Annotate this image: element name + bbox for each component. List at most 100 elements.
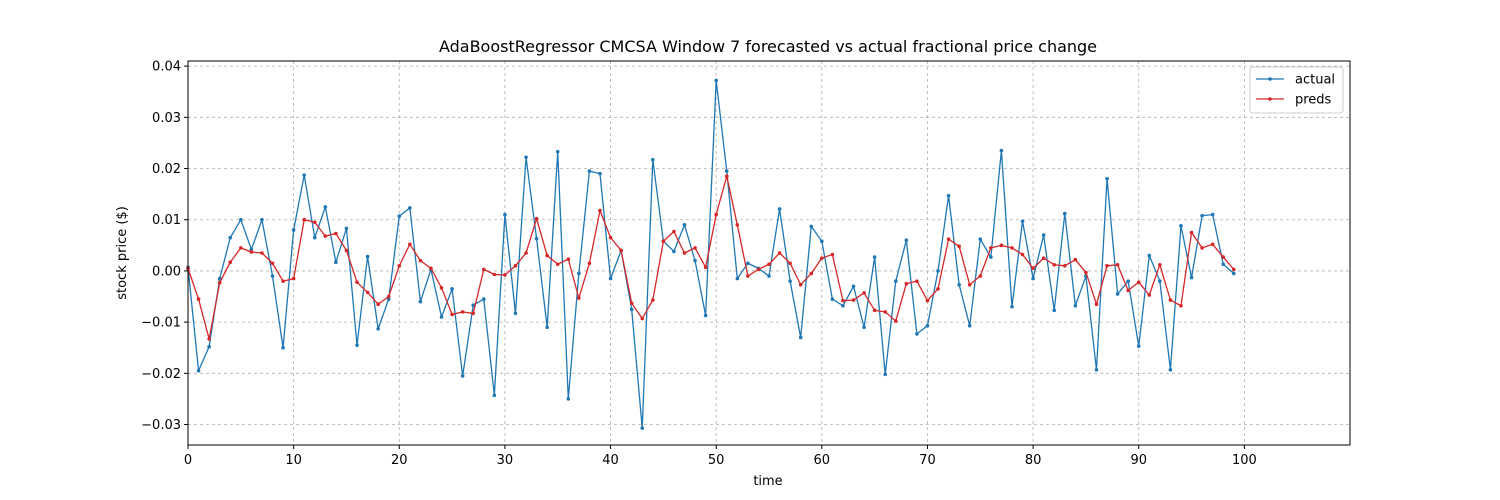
preds-point — [1200, 246, 1204, 250]
preds-point — [555, 262, 560, 267]
preds-point — [566, 257, 571, 261]
actual-point — [946, 193, 951, 198]
preds-point — [577, 296, 581, 300]
preds-point — [851, 298, 856, 302]
x-tick-label: 100 — [1232, 453, 1257, 468]
preds-point — [355, 280, 359, 284]
actual-point — [978, 237, 983, 241]
preds-point — [1221, 255, 1226, 259]
actual-point — [365, 254, 370, 259]
preds-point — [1052, 262, 1057, 267]
preds-point — [334, 231, 338, 236]
actual-point — [239, 217, 243, 222]
preds-point — [503, 273, 507, 277]
preds-point — [746, 274, 750, 278]
actual-point — [746, 261, 750, 266]
preds-point — [862, 291, 866, 295]
preds-point — [270, 261, 275, 266]
x-tick-label: 10 — [285, 453, 302, 468]
preds-point — [946, 237, 951, 241]
preds-point — [302, 217, 307, 222]
legend-marker-preds — [1268, 97, 1272, 101]
actual-point — [893, 279, 898, 283]
preds-point — [820, 256, 824, 260]
actual-point — [524, 155, 528, 160]
preds-point — [1189, 230, 1194, 235]
actual-point — [1147, 253, 1152, 258]
series-preds — [186, 174, 1236, 341]
preds-point — [1210, 242, 1215, 247]
x-tick-label: 40 — [602, 453, 619, 468]
preds-point — [893, 319, 898, 323]
preds-point — [291, 276, 296, 281]
preds-point — [608, 235, 613, 240]
preds-point — [196, 297, 201, 301]
actual-point — [798, 335, 803, 340]
actual-point — [915, 332, 919, 336]
preds-point — [260, 251, 264, 255]
preds-point — [481, 267, 486, 272]
preds-point — [1020, 252, 1025, 257]
preds-point — [1031, 266, 1035, 271]
actual-point — [534, 236, 539, 241]
x-tick-label: 70 — [919, 453, 936, 468]
legend: actual preds — [1249, 66, 1344, 114]
preds-point — [629, 301, 634, 305]
actual-point — [851, 284, 856, 289]
actual-point — [1179, 224, 1183, 228]
actual-point — [270, 274, 275, 278]
preds-point — [1147, 293, 1152, 297]
actual-point — [809, 224, 814, 229]
preds-point — [1084, 270, 1088, 275]
preds-point — [1094, 302, 1099, 307]
preds-point — [534, 216, 539, 221]
x-axis: 0 10 20 30 40 50 60 70 80 90 100 — [184, 445, 1257, 468]
preds-point — [1073, 257, 1078, 262]
preds-point — [767, 262, 771, 267]
actual-point — [703, 313, 708, 318]
actual-point — [376, 326, 380, 331]
preds-point — [1010, 246, 1014, 250]
preds-point — [904, 281, 909, 286]
preds-point — [651, 298, 655, 302]
actual-point — [207, 344, 211, 349]
actual-point — [291, 228, 296, 232]
y-tick-label: 0.04 — [152, 60, 181, 75]
x-axis-label: time — [753, 474, 782, 489]
actual-point — [228, 235, 233, 240]
preds-point — [1158, 262, 1162, 267]
preds-point — [1232, 267, 1236, 272]
x-tick-label: 60 — [814, 453, 831, 468]
actual-point — [820, 239, 824, 244]
preds-point — [714, 212, 718, 217]
chart-title: AdaBoostRegressor CMCSA Window 7 forecas… — [439, 37, 1097, 56]
actual-point — [1105, 176, 1109, 181]
x-tick-label: 20 — [391, 453, 408, 468]
actual-point — [1136, 344, 1141, 348]
legend-marker-actual — [1268, 77, 1272, 81]
preds-point — [386, 294, 391, 299]
actual-point — [503, 212, 507, 217]
actual-point — [1115, 292, 1120, 296]
actual-point — [1052, 308, 1057, 313]
preds-point — [207, 337, 211, 341]
preds-point — [239, 246, 243, 250]
preds-point — [312, 220, 317, 225]
grid — [187, 61, 1350, 445]
actual-point — [629, 307, 634, 312]
preds-point — [1062, 264, 1067, 268]
actual-point — [1210, 212, 1215, 217]
preds-point — [915, 279, 919, 283]
actual-point — [608, 276, 613, 281]
preds-point — [408, 242, 412, 247]
preds-point — [640, 316, 645, 321]
x-tick-label: 0 — [184, 453, 192, 468]
preds-point — [872, 308, 877, 313]
preds-point — [703, 265, 708, 270]
actual-point — [1200, 213, 1204, 218]
preds-point — [841, 298, 845, 303]
actual-point — [566, 397, 571, 401]
legend-label-actual: actual — [1295, 73, 1335, 88]
actual-point — [735, 276, 740, 281]
